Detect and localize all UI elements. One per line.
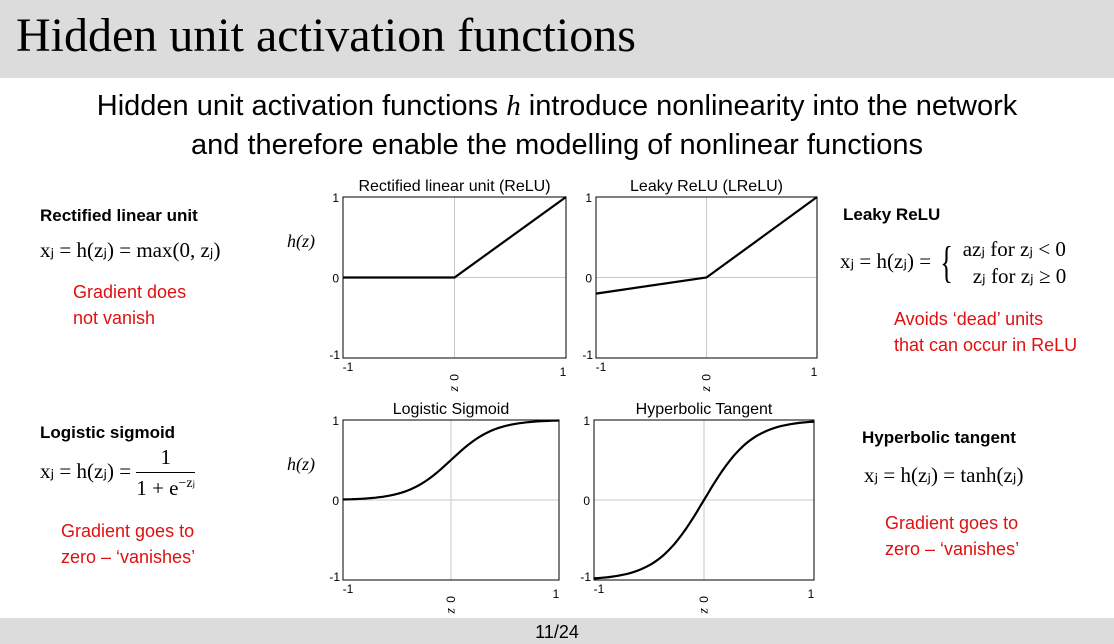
- lrelu-xtick-left: -1: [596, 360, 607, 374]
- sigmoid-note-line-2: zero – ‘vanishes’: [61, 547, 196, 567]
- page-number: 11/24: [535, 622, 579, 642]
- slide-title: Hidden unit activation functions: [16, 9, 636, 62]
- subtitle-line-2: and therefore enable the modelling of no…: [191, 129, 923, 161]
- lrelu-ytick-mid: 0: [585, 272, 592, 286]
- tanh-label: Hyperbolic tangent: [862, 428, 1016, 447]
- relu-ytick-mid: 0: [332, 272, 339, 286]
- sigmoid-note-line-1: Gradient goes to: [61, 521, 195, 541]
- subtitle-line-1: Hidden unit activation functions h intro…: [0, 88, 1114, 124]
- subtitle-text-b: introduce nonlinearity into the network: [520, 90, 1018, 122]
- lrelu-curve: [595, 196, 818, 295]
- sigmoid-denominator-base: 1 + e: [136, 476, 179, 500]
- tanh-xtick-left: -1: [594, 582, 605, 596]
- lrelu-ytick-top: 1: [585, 191, 592, 205]
- sigmoid-equation: xⱼ = h(zⱼ) = 1 1 + e−zⱼ: [40, 445, 196, 501]
- footer-bar: [0, 618, 1114, 644]
- lrelu-case-1: azⱼ for zⱼ < 0: [962, 237, 1066, 261]
- relu-xtick-mid: 0: [448, 374, 462, 381]
- sigmoid-ytick-bottom: -1: [329, 570, 340, 584]
- lrelu-brace: {: [940, 238, 954, 287]
- lrelu-cases: azⱼ for zⱼ < 0 zⱼ for zⱼ ≥ 0: [963, 236, 1067, 290]
- sigmoid-ytick-mid: 0: [332, 494, 339, 508]
- subtitle-variable: h: [506, 90, 521, 122]
- tanh-note: Gradient goes to zero – ‘vanishes’: [885, 510, 1019, 562]
- sigmoid-denominator: 1 + e−zⱼ: [136, 473, 195, 501]
- tanh-chart-title: Hyperbolic Tangent: [636, 401, 773, 418]
- tanh-xlabel: z: [697, 607, 712, 614]
- sigmoid-note: Gradient goes to zero – ‘vanishes’: [61, 518, 195, 570]
- sigmoid-plot-frame: [342, 419, 560, 581]
- relu-note: Gradient does not vanish: [73, 279, 186, 331]
- relu-ytick-bottom: -1: [329, 348, 340, 362]
- lrelu-note: Avoids ‘dead’ units that can occur in Re…: [894, 306, 1077, 358]
- tanh-xtick-right: 1: [808, 587, 815, 601]
- relu-ytick-top: 1: [332, 191, 339, 205]
- sigmoid-numerator: 1: [136, 445, 196, 473]
- lrelu-equation: xⱼ = h(zⱼ) = { azⱼ for zⱼ < 0 zⱼ for zⱼ …: [840, 236, 1066, 290]
- lrelu-chart-title: Leaky ReLU (LReLU): [630, 178, 783, 195]
- relu-xtick-right: 1: [560, 365, 567, 379]
- tanh-note-line-2: zero – ‘vanishes’: [885, 539, 1020, 559]
- lrelu-note-line-2: that can occur in ReLU: [894, 335, 1078, 355]
- lrelu-ytick-bottom: -1: [582, 348, 593, 362]
- relu-ylabel: h(z): [287, 231, 315, 252]
- title-bar: [0, 0, 1114, 78]
- lrelu-xlabel: z: [699, 385, 714, 392]
- sigmoid-label: Logistic sigmoid: [40, 423, 176, 442]
- tanh-equation: xⱼ = h(zⱼ) = tanh(zⱼ): [864, 463, 1024, 487]
- sigmoid-fraction: 1 1 + e−zⱼ: [136, 445, 196, 501]
- tanh-curve: [593, 420, 815, 580]
- relu-xtick-left: -1: [343, 360, 354, 374]
- tanh-ytick-bottom: -1: [580, 570, 591, 584]
- sigmoid-equation-lhs: xⱼ = h(zⱼ) =: [40, 458, 132, 483]
- relu-note-line-2: not vanish: [73, 308, 156, 328]
- relu-curve: [343, 196, 567, 279]
- sigmoid-xtick-right: 1: [553, 587, 560, 601]
- lrelu-equation-lhs: xⱼ = h(zⱼ) =: [840, 248, 932, 273]
- tanh-note-line-1: Gradient goes to: [885, 513, 1019, 533]
- sigmoid-chart-title: Logistic Sigmoid: [393, 401, 510, 418]
- tanh-ytick-mid: 0: [583, 494, 590, 508]
- sigmoid-xtick-left: -1: [343, 582, 354, 596]
- relu-xlabel: z: [447, 385, 462, 392]
- lrelu-plot-frame: [595, 196, 818, 359]
- sigmoid-denominator-exponent: −zⱼ: [178, 476, 196, 491]
- sigmoid-xtick-mid: 0: [444, 596, 458, 603]
- subtitle-text-a: Hidden unit activation functions: [96, 90, 507, 122]
- tanh-plot-frame: [593, 419, 815, 581]
- sigmoid-xlabel: z: [444, 607, 459, 614]
- lrelu-xtick-mid: 0: [700, 374, 714, 381]
- lrelu-label: Leaky ReLU: [843, 205, 941, 224]
- relu-chart-title: Rectified linear unit (ReLU): [358, 178, 550, 195]
- relu-note-line-1: Gradient does: [73, 282, 187, 302]
- sigmoid-ytick-top: 1: [332, 414, 339, 428]
- lrelu-case-2: zⱼ for zⱼ ≥ 0: [972, 264, 1067, 288]
- lrelu-note-line-1: Avoids ‘dead’ units: [894, 309, 1044, 329]
- sigmoid-curve: [342, 419, 560, 501]
- relu-label: Rectified linear unit: [40, 206, 198, 225]
- tanh-xtick-mid: 0: [697, 596, 711, 603]
- relu-equation: xⱼ = h(zⱼ) = max(0, zⱼ): [40, 238, 221, 262]
- lrelu-xtick-right: 1: [811, 365, 818, 379]
- sigmoid-ylabel: h(z): [287, 454, 315, 475]
- tanh-ytick-top: 1: [583, 414, 590, 428]
